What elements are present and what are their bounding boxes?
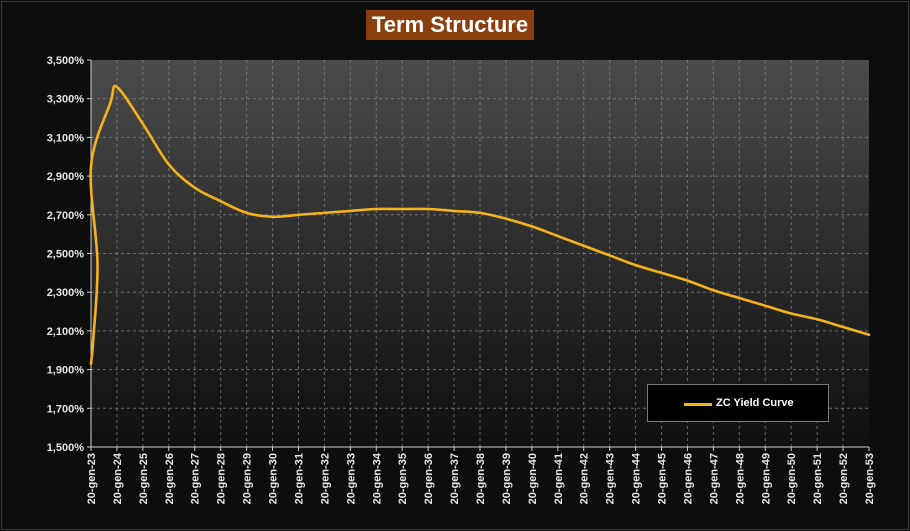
x-tick-label: 20-gen-26 <box>164 453 176 504</box>
x-tick-label: 20-gen-36 <box>423 453 435 504</box>
x-tick-label: 20-gen-44 <box>631 452 643 504</box>
x-tick-label: 20-gen-35 <box>397 453 409 504</box>
x-tick-label: 20-gen-50 <box>786 453 798 504</box>
y-tick-label: 3,500% <box>47 55 85 67</box>
y-tick-label: 2,500% <box>47 249 85 261</box>
x-tick-label: 20-gen-27 <box>190 453 202 504</box>
x-tick-label: 20-gen-29 <box>242 453 254 504</box>
x-tick-label: 20-gen-38 <box>475 453 487 504</box>
y-tick-label: 1,900% <box>47 365 85 377</box>
y-tick-label: 2,300% <box>47 287 85 299</box>
legend-swatch-zc-yield-curve <box>684 403 712 406</box>
x-tick-label: 20-gen-51 <box>812 453 824 504</box>
x-tick-label: 20-gen-45 <box>657 453 669 504</box>
legend-label-zc-yield-curve: ZC Yield Curve <box>716 397 794 409</box>
x-tick-label: 20-gen-39 <box>501 453 513 504</box>
x-tick-label: 20-gen-23 <box>86 453 98 504</box>
x-tick-label: 20-gen-41 <box>553 453 565 504</box>
y-tick-label: 2,100% <box>47 326 85 338</box>
x-tick-label: 20-gen-24 <box>112 452 124 504</box>
x-tick-label: 20-gen-49 <box>760 453 772 504</box>
y-tick-label: 1,700% <box>47 403 85 415</box>
y-tick-label: 3,100% <box>47 132 85 144</box>
x-tick-label: 20-gen-32 <box>319 453 331 504</box>
x-tick-labels: 20-gen-23 20-gen-24 20-gen-25 20-gen-26 20-g… <box>86 452 876 504</box>
axes <box>87 59 870 451</box>
series-line-zc-yield-curve <box>89 84 871 366</box>
x-tick-label: 20-gen-42 <box>579 453 591 504</box>
x-tick-label: 20-gen-34 <box>371 452 383 504</box>
series-layer <box>89 84 871 366</box>
legend: ZC Yield Curve <box>647 384 829 422</box>
chart-title: Term Structure <box>366 10 535 40</box>
x-tick-label: 20-gen-31 <box>293 453 305 504</box>
x-tick-label: 20-gen-46 <box>682 453 694 504</box>
x-tick-label: 20-gen-43 <box>605 453 617 504</box>
x-tick-label: 20-gen-37 <box>449 453 461 504</box>
x-tick-label: 20-gen-28 <box>216 453 228 504</box>
x-tick-label: 20-gen-33 <box>345 453 357 504</box>
y-tick-label: 3,300% <box>47 94 85 106</box>
x-tick-label: 20-gen-53 <box>864 453 876 504</box>
y-tick-label: 1,500% <box>47 442 85 454</box>
x-tick-label: 20-gen-25 <box>138 453 150 504</box>
x-tick-label: 20-gen-52 <box>838 453 850 504</box>
x-tick-label: 20-gen-48 <box>734 453 746 504</box>
x-tick-label: 20-gen-47 <box>708 453 720 504</box>
x-tick-label: 20-gen-40 <box>527 453 539 504</box>
y-tick-label: 2,700% <box>47 210 85 222</box>
y-tick-labels: 1,500% 1,700% 1,900% 2,100% 2,300% 2,500% 2,70… <box>47 55 85 454</box>
y-tick-label: 2,900% <box>47 171 85 183</box>
x-tick-label: 20-gen-30 <box>268 453 280 504</box>
